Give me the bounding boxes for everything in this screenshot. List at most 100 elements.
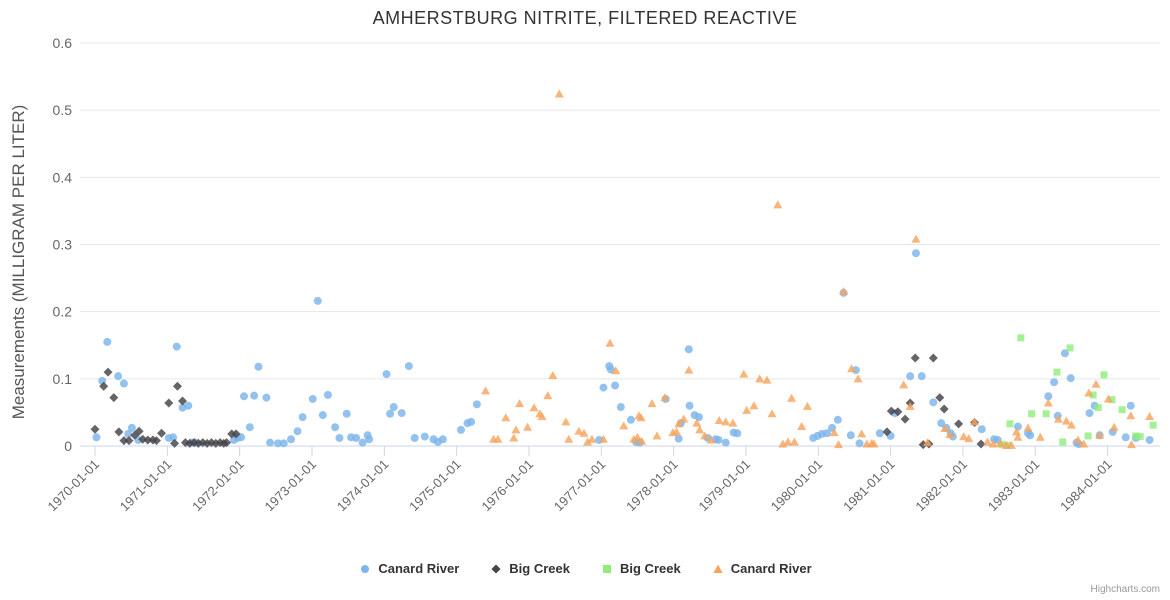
data-point[interactable] bbox=[1079, 439, 1089, 448]
data-point[interactable] bbox=[869, 439, 879, 448]
data-point[interactable] bbox=[1028, 410, 1036, 418]
data-point[interactable] bbox=[172, 342, 181, 351]
data-point[interactable] bbox=[739, 369, 749, 378]
data-point[interactable] bbox=[254, 362, 263, 371]
data-point[interactable] bbox=[778, 439, 788, 448]
data-point[interactable] bbox=[1017, 334, 1025, 342]
data-point[interactable] bbox=[959, 432, 969, 441]
data-point[interactable] bbox=[515, 399, 525, 408]
data-point[interactable] bbox=[935, 393, 945, 403]
data-point[interactable] bbox=[1126, 401, 1135, 410]
data-point[interactable] bbox=[976, 439, 986, 449]
legend-item-canard-river-triangle[interactable]: Canard River bbox=[711, 561, 812, 576]
data-point[interactable] bbox=[222, 438, 232, 448]
data-point[interactable] bbox=[1053, 414, 1063, 423]
data-point[interactable] bbox=[857, 429, 867, 438]
data-point[interactable] bbox=[964, 434, 974, 443]
data-point[interactable] bbox=[103, 367, 113, 377]
data-point[interactable] bbox=[875, 429, 884, 438]
data-point[interactable] bbox=[886, 406, 896, 416]
data-point[interactable] bbox=[783, 437, 793, 446]
data-point[interactable] bbox=[853, 374, 863, 383]
data-point[interactable] bbox=[1011, 427, 1021, 436]
data-point[interactable] bbox=[523, 422, 533, 431]
data-point[interactable] bbox=[910, 353, 920, 363]
data-point[interactable] bbox=[733, 429, 742, 438]
data-point[interactable] bbox=[911, 234, 921, 243]
data-point[interactable] bbox=[923, 438, 933, 447]
data-point[interactable] bbox=[1013, 422, 1022, 431]
data-point[interactable] bbox=[899, 380, 909, 389]
data-point[interactable] bbox=[755, 374, 765, 383]
data-point[interactable] bbox=[266, 438, 275, 447]
data-point[interactable] bbox=[847, 364, 857, 373]
data-point[interactable] bbox=[1145, 435, 1154, 444]
data-point[interactable] bbox=[1091, 379, 1101, 388]
data-point[interactable] bbox=[1073, 435, 1083, 444]
data-point[interactable] bbox=[599, 383, 608, 392]
data-point[interactable] bbox=[456, 425, 465, 434]
data-point[interactable] bbox=[134, 426, 144, 436]
data-point[interactable] bbox=[1026, 431, 1035, 440]
data-point[interactable] bbox=[928, 353, 938, 363]
data-point[interactable] bbox=[1095, 430, 1105, 439]
data-point[interactable] bbox=[293, 427, 302, 436]
data-point[interactable] bbox=[749, 401, 759, 410]
data-point[interactable] bbox=[529, 403, 539, 412]
data-point[interactable] bbox=[674, 434, 683, 443]
series-layer[interactable] bbox=[90, 89, 1157, 450]
data-point[interactable] bbox=[1084, 432, 1092, 440]
data-point[interactable] bbox=[1035, 432, 1045, 441]
data-point[interactable] bbox=[1089, 391, 1097, 399]
data-point[interactable] bbox=[245, 423, 254, 432]
data-point[interactable] bbox=[1044, 392, 1053, 401]
data-point[interactable] bbox=[1126, 440, 1136, 449]
series-circle-canard-river[interactable] bbox=[92, 249, 1154, 448]
data-point[interactable] bbox=[184, 401, 193, 410]
data-point[interactable] bbox=[626, 415, 635, 424]
legend-item-canard-river-circle[interactable]: Canard River bbox=[358, 561, 459, 576]
data-point[interactable] bbox=[977, 425, 986, 434]
data-point[interactable] bbox=[905, 401, 915, 410]
data-point[interactable] bbox=[331, 423, 340, 432]
data-point[interactable] bbox=[157, 428, 167, 438]
data-point[interactable] bbox=[151, 436, 161, 446]
data-point[interactable] bbox=[728, 418, 738, 427]
data-point[interactable] bbox=[1103, 394, 1113, 403]
data-point[interactable] bbox=[632, 432, 642, 441]
data-point[interactable] bbox=[342, 409, 351, 418]
data-point[interactable] bbox=[637, 436, 647, 445]
data-point[interactable] bbox=[611, 381, 620, 390]
data-point[interactable] bbox=[169, 433, 178, 442]
data-point[interactable] bbox=[685, 401, 694, 410]
data-point[interactable] bbox=[564, 434, 574, 443]
data-point[interactable] bbox=[939, 404, 949, 414]
data-point[interactable] bbox=[606, 365, 615, 374]
data-point[interactable] bbox=[882, 427, 892, 437]
data-point[interactable] bbox=[124, 436, 134, 446]
data-point[interactable] bbox=[679, 414, 689, 423]
data-point[interactable] bbox=[109, 393, 119, 403]
data-point[interactable] bbox=[420, 432, 429, 441]
data-point[interactable] bbox=[127, 423, 136, 432]
data-point[interactable] bbox=[911, 249, 920, 258]
data-point[interactable] bbox=[574, 426, 584, 435]
data-point[interactable] bbox=[846, 431, 855, 440]
data-point[interactable] bbox=[616, 403, 625, 412]
data-point[interactable] bbox=[937, 419, 946, 428]
legend-item-big-creek-square[interactable]: Big Creek bbox=[600, 561, 681, 576]
data-point[interactable] bbox=[323, 390, 332, 399]
data-point[interactable] bbox=[929, 398, 938, 407]
data-point[interactable] bbox=[335, 433, 344, 442]
data-point[interactable] bbox=[629, 434, 639, 443]
data-point[interactable] bbox=[318, 411, 327, 420]
data-point[interactable] bbox=[721, 417, 731, 426]
data-point[interactable] bbox=[652, 431, 662, 440]
data-point[interactable] bbox=[493, 434, 503, 443]
data-point[interactable] bbox=[273, 439, 282, 448]
data-point[interactable] bbox=[822, 429, 831, 438]
data-point[interactable] bbox=[1066, 420, 1076, 429]
data-point[interactable] bbox=[114, 372, 123, 381]
data-point[interactable] bbox=[554, 89, 564, 98]
data-point[interactable] bbox=[1066, 374, 1075, 383]
